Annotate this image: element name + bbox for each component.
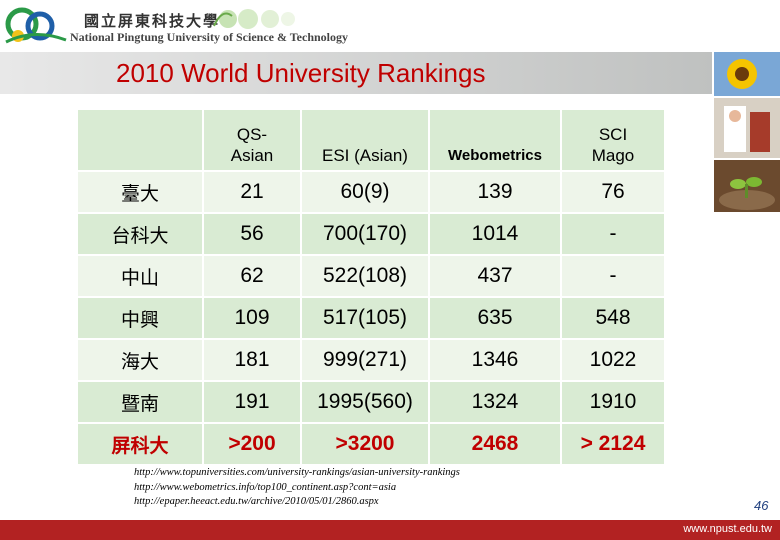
header-sci-mago: SCI Mago (561, 110, 666, 172)
school-cell: 海大 (78, 339, 204, 382)
school-cell: 屏科大 (78, 423, 204, 466)
web-cell: 2468 (429, 423, 562, 466)
source-link[interactable]: http://www.webometrics.info/top100_conti… (134, 481, 397, 493)
table-row: 海大 181 999(271) 1346 1022 (78, 339, 666, 382)
header-qs-asian: QS- Asian (203, 110, 302, 172)
esi-cell: 60(9) (301, 171, 430, 214)
web-cell: 1014 (429, 213, 562, 256)
qs-cell: 21 (203, 171, 302, 214)
rankings-table: QS- Asian ESI (Asian) Webometrics SCI Mago… (78, 110, 666, 466)
footer-url[interactable]: www.npust.edu.tw (683, 523, 772, 535)
leaf-decoration-icon (213, 9, 295, 29)
sunflower-photo-icon (714, 52, 780, 96)
logo-english-name: National Pingtung University of Science … (70, 30, 349, 44)
web-cell: 139 (429, 171, 562, 214)
university-logo-icon (5, 7, 67, 44)
school-cell: 臺大 (78, 171, 204, 214)
sci-cell: 76 (561, 171, 666, 214)
qs-cell: 56 (203, 213, 302, 256)
table-row: 台科大 56 700(170) 1014 - (78, 213, 666, 256)
school-cell: 台科大 (78, 213, 204, 256)
photo-strip (714, 52, 780, 252)
seedling-photo-icon (714, 160, 780, 212)
title-banner: 2010 World University Rankings (0, 52, 712, 94)
esi-cell: >3200 (301, 423, 430, 466)
esi-cell: 1995(560) (301, 381, 430, 424)
logo-chinese-name: 國立屏東科技大學 (84, 12, 221, 30)
esi-cell: 517(105) (301, 297, 430, 340)
sci-cell: 1910 (561, 381, 666, 424)
web-cell: 1324 (429, 381, 562, 424)
school-cell: 中興 (78, 297, 204, 340)
table-header-row: QS- Asian ESI (Asian) Webometrics SCI Mago (78, 110, 666, 172)
header-empty-cell (78, 110, 204, 172)
sci-cell: - (561, 213, 666, 256)
table-row-highlight: 屏科大 >200 >3200 2468 > 2124 (78, 423, 666, 466)
qs-cell: 62 (203, 255, 302, 298)
web-cell: 437 (429, 255, 562, 298)
lab-photo-icon (714, 98, 780, 158)
web-cell: 1346 (429, 339, 562, 382)
table-row: 中興 109 517(105) 635 548 (78, 297, 666, 340)
table-row: 中山 62 522(108) 437 - (78, 255, 666, 298)
school-cell: 中山 (78, 255, 204, 298)
qs-cell: 109 (203, 297, 302, 340)
sci-cell: - (561, 255, 666, 298)
source-links: http://www.topuniversities.com/universit… (134, 466, 460, 510)
sci-cell: > 2124 (561, 423, 666, 466)
page-number: 46 (754, 498, 769, 513)
esi-cell: 522(108) (301, 255, 430, 298)
qs-cell: 191 (203, 381, 302, 424)
header-esi-asian: ESI (Asian) (301, 110, 430, 172)
header: 國立屏東科技大學 National Pingtung University of… (0, 0, 780, 46)
qs-cell: 181 (203, 339, 302, 382)
table-row: 暨南 191 1995(560) 1324 1910 (78, 381, 666, 424)
esi-cell: 999(271) (301, 339, 430, 382)
sci-cell: 1022 (561, 339, 666, 382)
web-cell: 635 (429, 297, 562, 340)
esi-cell: 700(170) (301, 213, 430, 256)
sci-cell: 548 (561, 297, 666, 340)
page-title: 2010 World University Rankings (116, 58, 486, 88)
source-link[interactable]: http://epaper.heeact.edu.tw/archive/2010… (134, 496, 379, 507)
qs-cell: >200 (203, 423, 302, 466)
table-row: 臺大 21 60(9) 139 76 (78, 171, 666, 214)
footer-bar: www.npust.edu.tw (0, 520, 780, 540)
source-link[interactable]: http://www.topuniversities.com/universit… (134, 467, 460, 478)
school-cell: 暨南 (78, 381, 204, 424)
header-webometrics: Webometrics (429, 110, 562, 172)
